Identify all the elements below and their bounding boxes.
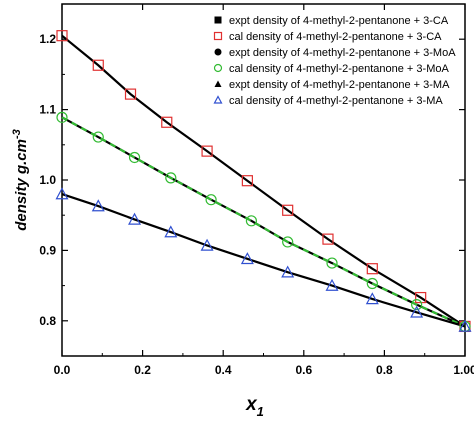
legend-label: cal density of 4-methyl-2-pentanone + 3-… bbox=[229, 95, 443, 107]
data-point bbox=[366, 263, 378, 275]
y-axis-title: density g.cm-3 bbox=[11, 129, 30, 230]
series-line-dash bbox=[61, 116, 466, 328]
data-point bbox=[205, 194, 217, 206]
data-point bbox=[366, 277, 378, 290]
data-point bbox=[164, 225, 178, 238]
data-point bbox=[200, 238, 214, 251]
x-tick-label: 0.0 bbox=[54, 363, 71, 377]
legend-marker bbox=[214, 80, 222, 87]
legend-marker bbox=[213, 31, 223, 41]
data-point bbox=[245, 215, 258, 227]
data-point bbox=[281, 265, 295, 278]
data-point bbox=[282, 236, 294, 248]
data-point bbox=[56, 111, 68, 123]
legend-label: cal density of 4-methyl-2-pentanone + 3-… bbox=[229, 31, 442, 43]
axis-ticks: 0.0 0.2 0.4 0.6 0.8 1.00 0.8 0.9 1.0 1.1 1.2 bbox=[39, 4, 474, 377]
x-tick-label: 1.00 bbox=[453, 363, 474, 377]
y-tick-label: 0.9 bbox=[39, 243, 56, 257]
legend-marker bbox=[213, 63, 223, 73]
x-tick-label: 0.8 bbox=[376, 363, 393, 377]
fit-lines bbox=[61, 34, 466, 328]
series-line bbox=[61, 193, 466, 328]
x-tick-label: 0.4 bbox=[215, 363, 232, 377]
legend-label: expt density of 4-methyl-2-pentanone + 3… bbox=[229, 79, 450, 91]
data-point bbox=[92, 59, 104, 71]
data-point bbox=[92, 131, 104, 143]
x-tick-label: 0.2 bbox=[134, 363, 151, 377]
legend-label: expt density of 4-methyl-2-pentanone + 3… bbox=[229, 15, 449, 27]
series-line bbox=[61, 116, 466, 328]
data-markers bbox=[55, 30, 472, 333]
data-point bbox=[411, 299, 423, 311]
data-point bbox=[201, 145, 213, 157]
data-point bbox=[282, 204, 294, 216]
data-point bbox=[325, 278, 339, 291]
data-point bbox=[240, 252, 254, 265]
data-point bbox=[91, 199, 105, 212]
data-point bbox=[365, 292, 379, 305]
legend-marker bbox=[214, 16, 222, 24]
data-point bbox=[458, 319, 472, 332]
data-point bbox=[322, 233, 334, 245]
data-point bbox=[56, 30, 68, 42]
data-point bbox=[161, 116, 173, 128]
legend-label: expt density of 4-methyl-2-pentanone + 3… bbox=[229, 47, 456, 59]
data-point bbox=[128, 151, 141, 164]
data-point bbox=[55, 187, 69, 200]
x-tick-label: 0.6 bbox=[295, 363, 312, 377]
y-tick-label: 0.8 bbox=[39, 314, 56, 328]
data-point bbox=[410, 305, 424, 318]
data-point bbox=[128, 212, 142, 225]
x-axis-title: x1 bbox=[245, 394, 264, 419]
data-point bbox=[124, 88, 137, 100]
data-point bbox=[241, 175, 253, 187]
series-line bbox=[61, 34, 466, 328]
legend-label: cal density of 4-methyl-2-pentanone + 3-… bbox=[229, 63, 449, 75]
y-tick-label: 1.2 bbox=[39, 32, 56, 46]
legend-marker bbox=[214, 48, 222, 56]
legend-marker bbox=[213, 95, 223, 104]
y-tick-label: 1.1 bbox=[39, 103, 56, 117]
data-point bbox=[165, 172, 177, 184]
legend: expt density of 4-methyl-2-pentanone + 3… bbox=[213, 15, 456, 107]
data-point bbox=[326, 257, 338, 269]
y-tick-label: 1.0 bbox=[39, 173, 56, 187]
